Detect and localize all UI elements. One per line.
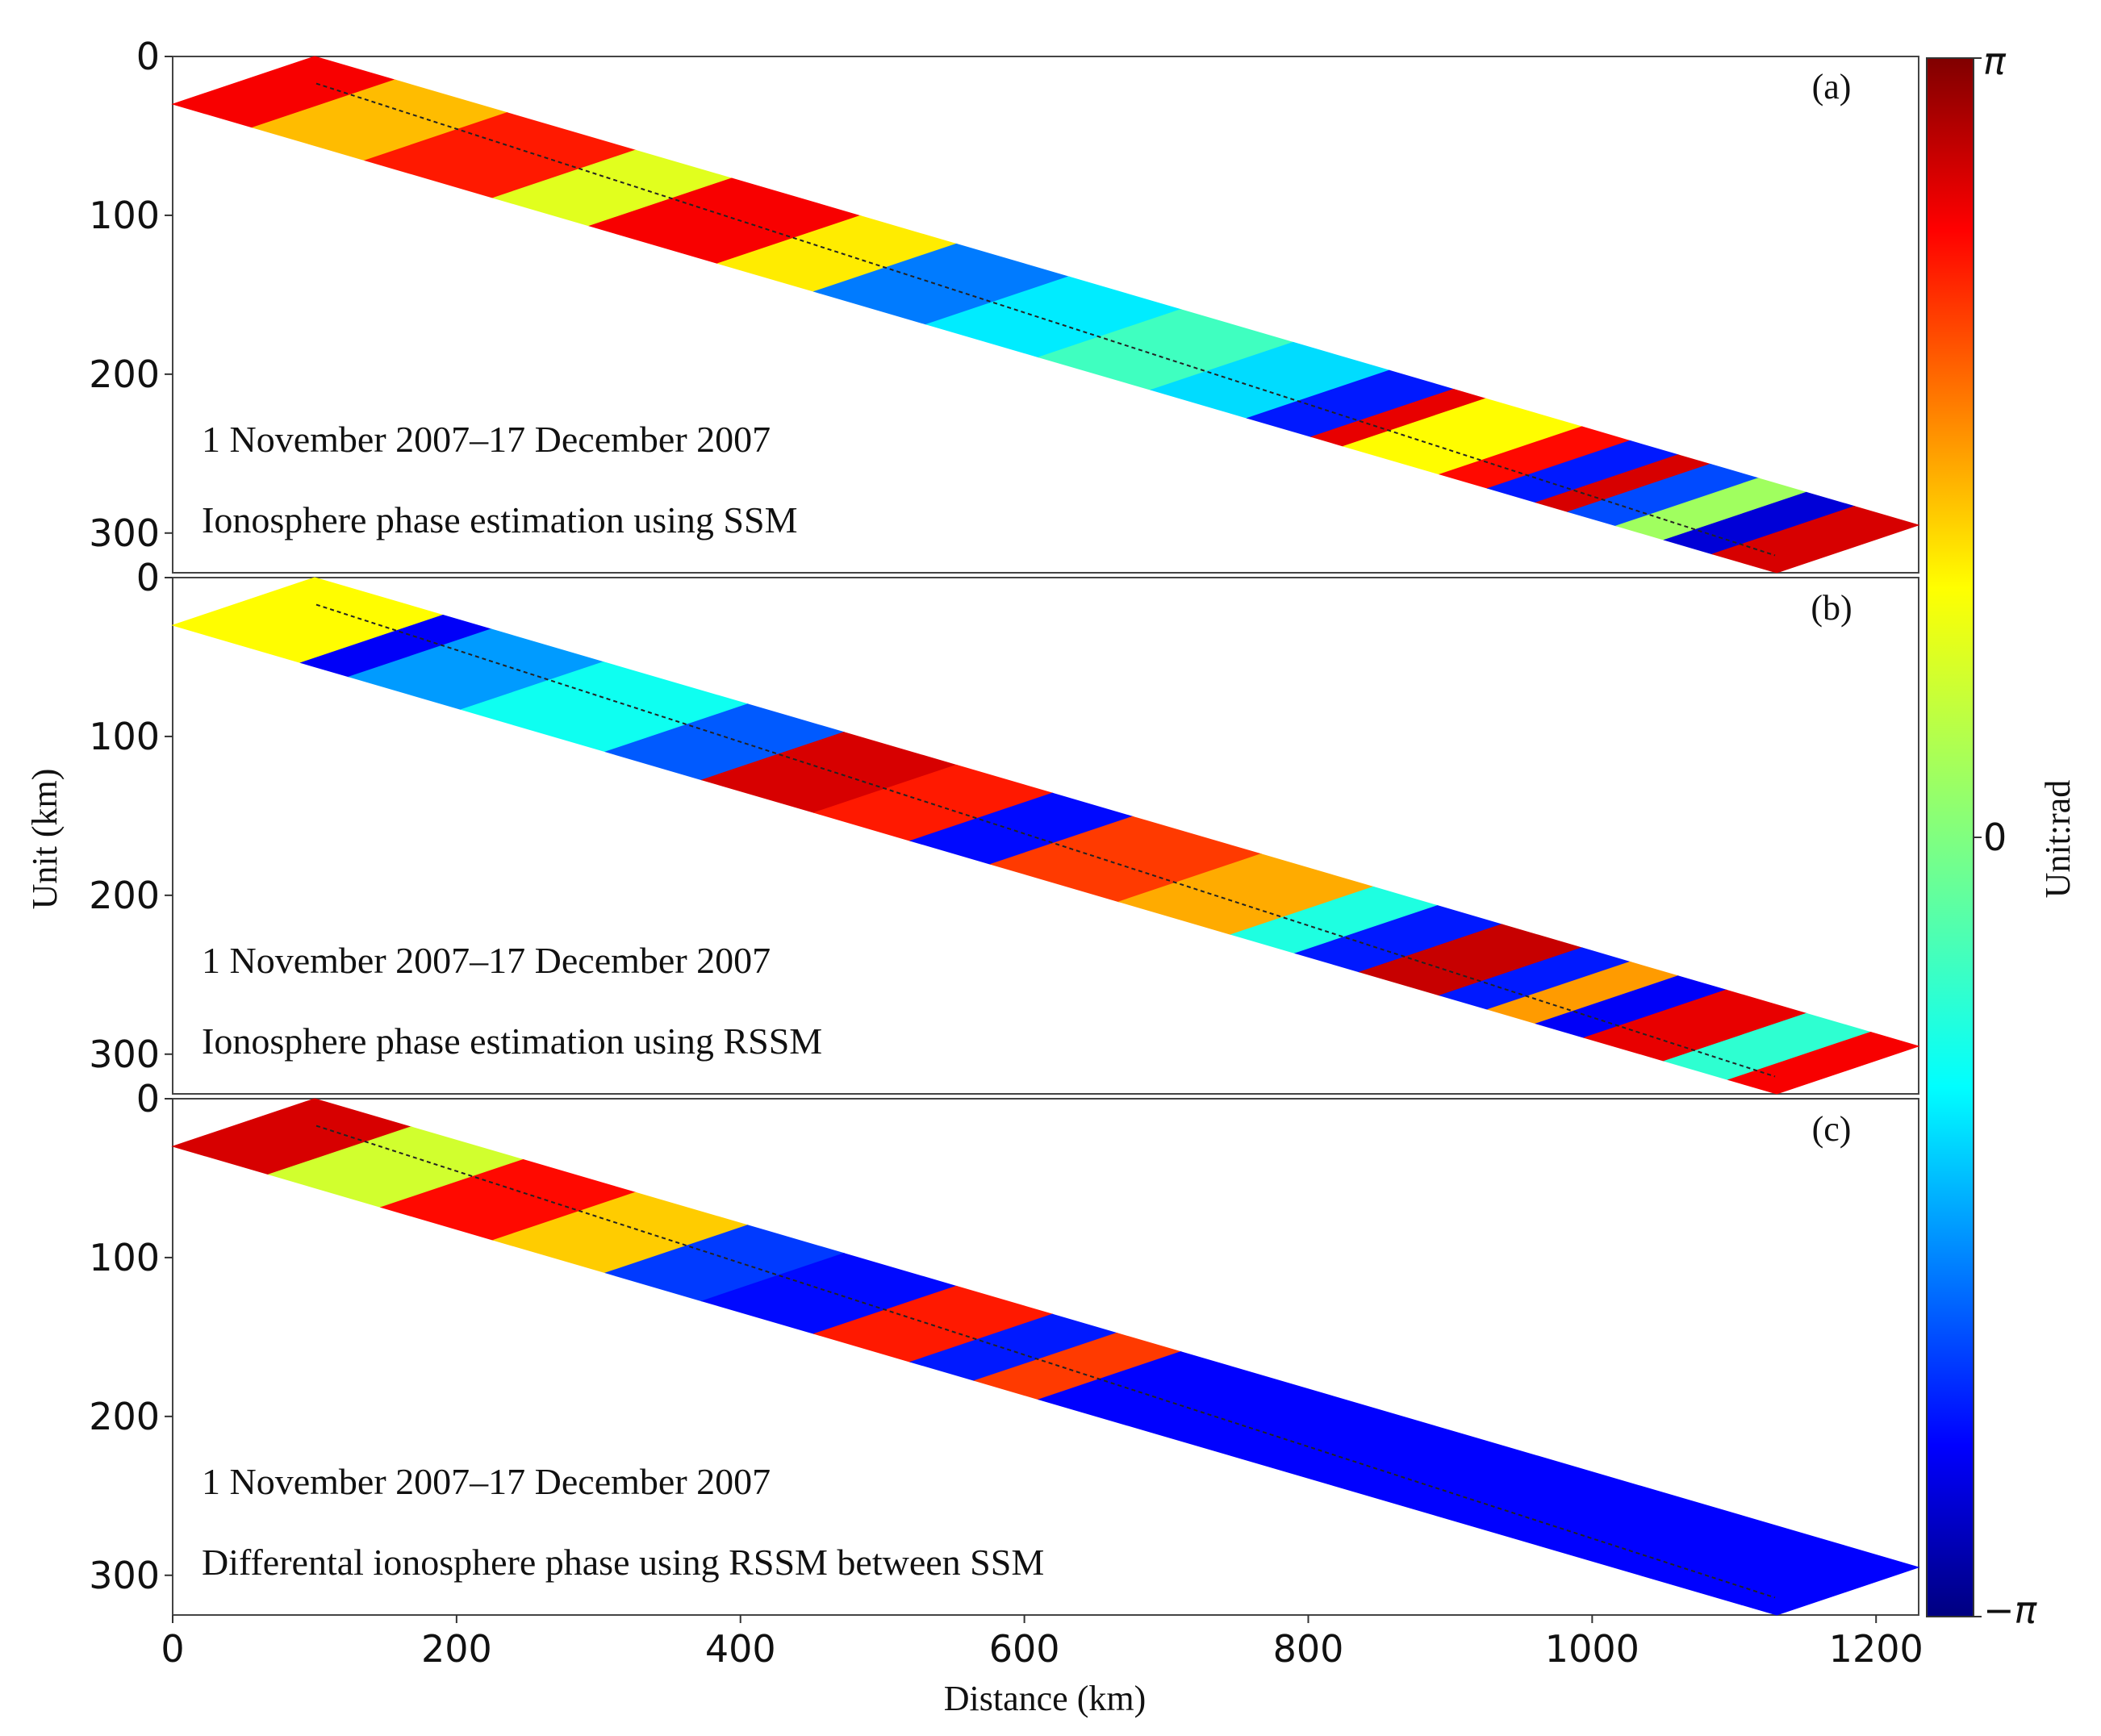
panel-frame [172,577,1919,1095]
y-tick-label: 100 [89,715,160,758]
x-tick-label: 1000 [1545,1627,1639,1671]
y-tick-label: 300 [89,1033,160,1076]
x-tick-label: 0 [161,1627,184,1671]
panel-tag: (a) [1812,67,1852,106]
panel-date: 1 November 2007–17 December 2007 [202,1461,771,1502]
panel-frame [172,1098,1919,1616]
x-tick-label: 800 [1273,1627,1344,1671]
phase-segment [1727,1031,1920,1095]
phase-segment [1037,1351,1920,1616]
y-axis-label: Unit (km) [25,769,65,910]
y-tick-label: 100 [89,1236,160,1279]
colorbar [1926,57,1974,1617]
panel-c: 0 100 200 300 (c) 1 November 2007–17 December… [89,1077,1920,1616]
x-axis-label: Distance (km) [944,1679,1146,1718]
y-tick-label: 0 [136,35,160,78]
colorbar-tick-label: 0 [1983,816,2007,859]
panel-a: 0 100 200 300 (a) 1 November 2007–17 December… [89,35,1920,574]
x-tick-label: 1200 [1829,1627,1923,1671]
colorbar-tick-label: −π [1983,1588,2038,1632]
phase-segment [1710,506,1920,574]
panel-caption: Ionosphere phase estimation using RSSM [202,1020,822,1062]
y-tick-label: 0 [136,1077,160,1120]
colorbar-tick-label: π [1983,40,2007,83]
y-tick-label: 100 [89,194,160,237]
panel-caption: Ionosphere phase estimation using SSM [202,499,798,540]
panel-caption: Differental ionosphere phase using RSSM … [202,1542,1044,1583]
y-tick-label: 0 [136,556,160,599]
colorbar-label: Unit:rad [2038,780,2078,899]
track-line [315,1125,1776,1599]
y-tick-label: 200 [89,353,160,396]
y-tick-label: 200 [89,1395,160,1438]
y-tick-label: 300 [89,1554,160,1597]
x-tick-label: 200 [421,1627,492,1671]
panel-tag: (c) [1812,1109,1852,1149]
panel-tag: (b) [1811,588,1852,628]
panel-frame [172,56,1919,574]
track-line [315,603,1776,1078]
y-tick-label: 200 [89,874,160,917]
x-tick-label: 400 [705,1627,776,1671]
y-tick-label: 300 [89,511,160,555]
track-line [315,82,1776,557]
panel-b: 0 100 200 300 (b) 1 November 2007–17 December… [89,556,1920,1095]
panel-date: 1 November 2007–17 December 2007 [202,940,771,981]
x-tick-label: 600 [989,1627,1060,1671]
panel-date: 1 November 2007–17 December 2007 [202,419,771,460]
